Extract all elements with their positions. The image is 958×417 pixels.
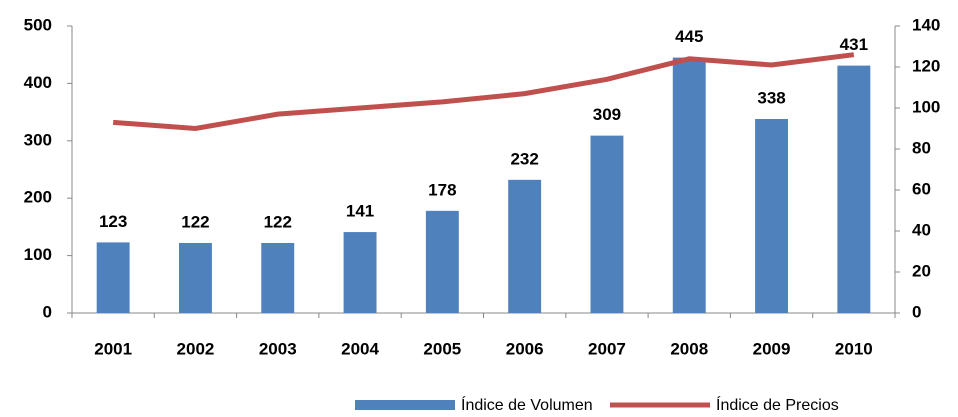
y2-tick-label: 140 <box>912 15 940 34</box>
bar <box>96 242 130 313</box>
y2-tick-label: 0 <box>912 302 921 321</box>
data-label: 178 <box>428 180 456 199</box>
bar <box>425 210 459 313</box>
bar <box>261 242 295 313</box>
data-label: 122 <box>264 212 292 231</box>
x-tick-label: 2005 <box>423 339 461 358</box>
y2-tick-label: 40 <box>912 220 931 239</box>
data-label: 338 <box>757 88 785 107</box>
bar <box>672 57 706 313</box>
x-tick-label: 2001 <box>94 339 132 358</box>
legend-swatch <box>355 400 455 410</box>
x-tick-label: 2008 <box>670 339 708 358</box>
line <box>112 52 855 132</box>
data-label: 123 <box>99 212 127 231</box>
y2-tick-label: 80 <box>912 138 931 157</box>
y2-tick-label: 120 <box>912 56 940 75</box>
x-tick-label: 2007 <box>588 339 626 358</box>
data-label: 122 <box>181 212 209 231</box>
x-tick-label: 2010 <box>835 339 873 358</box>
y2-tick-label: 60 <box>912 179 931 198</box>
y-tick-label: 500 <box>24 15 52 34</box>
data-label: 141 <box>346 202 374 221</box>
legend-label: Índice de Volumen <box>461 395 593 414</box>
bar <box>178 242 212 313</box>
x-tick-label: 2003 <box>259 339 297 358</box>
data-label: 445 <box>675 27 703 46</box>
bar <box>590 135 624 313</box>
data-label: 232 <box>510 149 538 168</box>
data-label: 309 <box>593 105 621 124</box>
x-tick-label: 2004 <box>341 339 379 358</box>
y-tick-label: 400 <box>24 73 52 92</box>
y2-tick-label: 20 <box>912 261 931 280</box>
y-tick-label: 300 <box>24 130 52 149</box>
bar <box>508 179 542 313</box>
y-tick-label: 200 <box>24 188 52 207</box>
x-tick-label: 2009 <box>753 339 791 358</box>
x-tick-label: 2002 <box>177 339 215 358</box>
y-tick-label: 0 <box>43 302 52 321</box>
y-tick-label: 100 <box>24 245 52 264</box>
bar <box>343 232 377 313</box>
y2-tick-label: 100 <box>912 97 940 116</box>
x-tick-label: 2006 <box>506 339 544 358</box>
data-label: 431 <box>840 35 868 54</box>
legend-label: Índice de Precios <box>716 395 839 414</box>
bar <box>755 118 789 313</box>
bar <box>837 65 871 313</box>
